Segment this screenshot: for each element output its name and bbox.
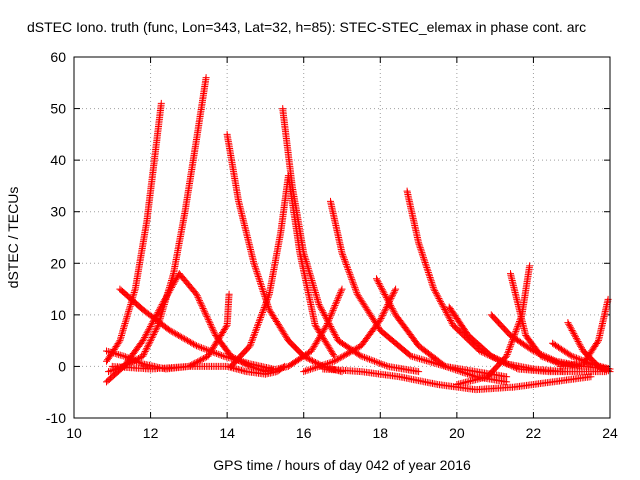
y-tick-label: 30 [50,204,66,220]
y-tick-label: 50 [50,101,66,117]
series-arc [445,303,610,376]
series-arc [556,295,612,370]
series-arc [227,172,338,370]
x-tick-label: 14 [219,425,235,441]
chart-title: dSTEC Iono. truth (func, Lon=343, Lat=32… [27,19,586,35]
x-tick-label: 12 [143,425,159,441]
y-tick-label: 60 [50,49,66,65]
data-point-markers [279,105,423,376]
y-axis-label: dSTEC / TECUs [5,187,21,289]
data-point-markers [445,303,610,376]
data-point-markers [403,187,568,376]
grid [74,57,610,418]
series-arc [261,285,346,376]
series-arc [223,130,346,376]
x-tick-label: 22 [526,425,542,441]
data-point-markers [223,130,346,376]
y-tick-label: -10 [46,410,66,426]
series-arc [103,99,165,365]
data-point-markers [556,295,612,370]
x-tick-label: 24 [602,425,618,441]
y-tick-label: 10 [50,307,66,323]
y-tick-label: 20 [50,255,66,271]
data-point-markers [103,99,165,365]
data-point-markers [261,285,346,376]
data-marks [103,74,614,394]
series-arc [319,365,595,394]
x-tick-label: 16 [296,425,312,441]
plot-frame [73,56,611,419]
data-point-markers [227,172,338,370]
x-tick-label: 20 [449,425,465,441]
tick-labels: 10 12 14 16 18 20 22 24 -10 0 10 20 30 40 50 60 [46,49,618,441]
x-tick-label: 10 [66,425,82,441]
series-arc [279,105,423,376]
y-tick-label: 0 [58,358,66,374]
data-point-markers [319,365,595,394]
series-arc [403,187,568,376]
x-tick-label: 18 [372,425,388,441]
x-axis-label: GPS time / hours of day 042 of year 2016 [213,457,471,473]
y-tick-label: 40 [50,152,66,168]
